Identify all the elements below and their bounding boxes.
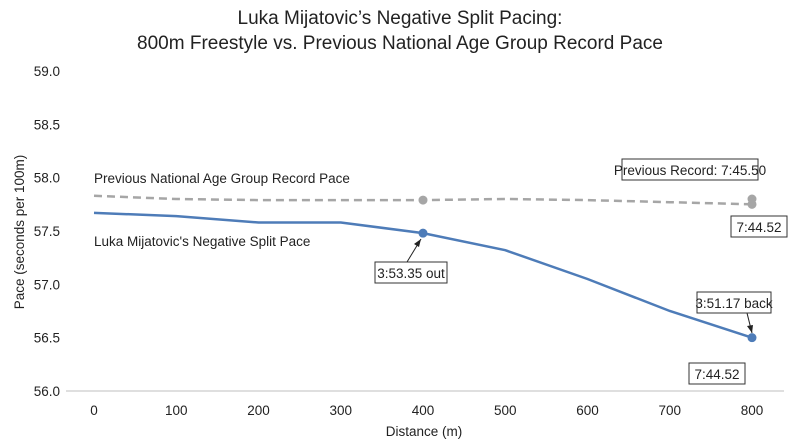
annotation-text-back: 3:51.17 back <box>695 296 773 311</box>
y-tick-label: 56.5 <box>34 331 60 346</box>
annotation-box-record-final <box>621 158 759 181</box>
series-0-marker <box>418 195 428 205</box>
chart-title-line-1: Luka Mijatovic’s Negative Split Pacing: <box>238 8 563 29</box>
x-tick-labels: 0 100 200 300 400 500 600 700 800 <box>90 403 763 418</box>
series-label-record: Previous National Age Group Record Pace <box>94 171 350 186</box>
annotation-arrows <box>406 238 753 334</box>
annotation-text-record-final: Previous Record: 7:45.50 <box>614 163 766 178</box>
annotation-record-final: Previous Record: 7:45.50 <box>614 158 766 181</box>
x-tick-label: 300 <box>329 403 352 418</box>
annotation-halfway: 3:53.35 out <box>374 261 448 284</box>
x-tick-label: 400 <box>412 403 435 418</box>
x-axis-title: Distance (m) <box>386 424 463 439</box>
series-label-luka: Luka Mijatovic's Negative Split Pace <box>94 234 310 249</box>
annotation-text-luka-final-upper: 7:44.52 <box>736 220 781 235</box>
y-tick-label: 59.0 <box>34 64 60 79</box>
annotation-luka-final-lower: 7:44.52 <box>688 362 746 385</box>
y-axis-title: Pace (seconds per 100m) <box>12 155 27 310</box>
arrowhead-halfway <box>414 239 421 247</box>
annotation-box-luka-final-upper <box>730 215 788 238</box>
y-tick-label: 58.0 <box>34 171 60 186</box>
annotation-box-luka-final-lower <box>688 362 746 385</box>
annotation-back: 3:51.17 back <box>695 291 773 314</box>
arrowhead-back <box>747 325 753 333</box>
x-tick-label: 600 <box>576 403 599 418</box>
x-tick-label: 700 <box>658 403 681 418</box>
x-tick-label: 0 <box>90 403 98 418</box>
chart-title-line-2: 800m Freestyle vs. Previous National Age… <box>137 33 663 54</box>
x-tick-label: 200 <box>247 403 270 418</box>
data-markers <box>418 194 757 343</box>
series-1-marker <box>747 333 757 343</box>
x-tick-label: 800 <box>741 403 764 418</box>
y-tick-labels: 56.0 56.5 57.0 57.5 58.0 58.5 59.0 <box>34 64 60 399</box>
x-tick-label: 500 <box>494 403 517 418</box>
y-tick-label: 57.5 <box>34 224 60 239</box>
annotation-text-halfway: 3:53.35 out <box>377 266 445 281</box>
annotation-box-halfway <box>374 261 448 284</box>
annotation-box-back <box>696 291 772 314</box>
y-tick-label: 58.5 <box>34 117 60 132</box>
extra-marker <box>747 194 757 204</box>
y-tick-label: 57.0 <box>34 277 60 292</box>
series-1-marker <box>418 228 428 238</box>
x-tick-label: 100 <box>165 403 188 418</box>
annotation-text-luka-final-lower: 7:44.52 <box>694 367 739 382</box>
annotation-luka-final-upper: 7:44.52 <box>730 215 788 238</box>
y-tick-label: 56.0 <box>34 384 60 399</box>
